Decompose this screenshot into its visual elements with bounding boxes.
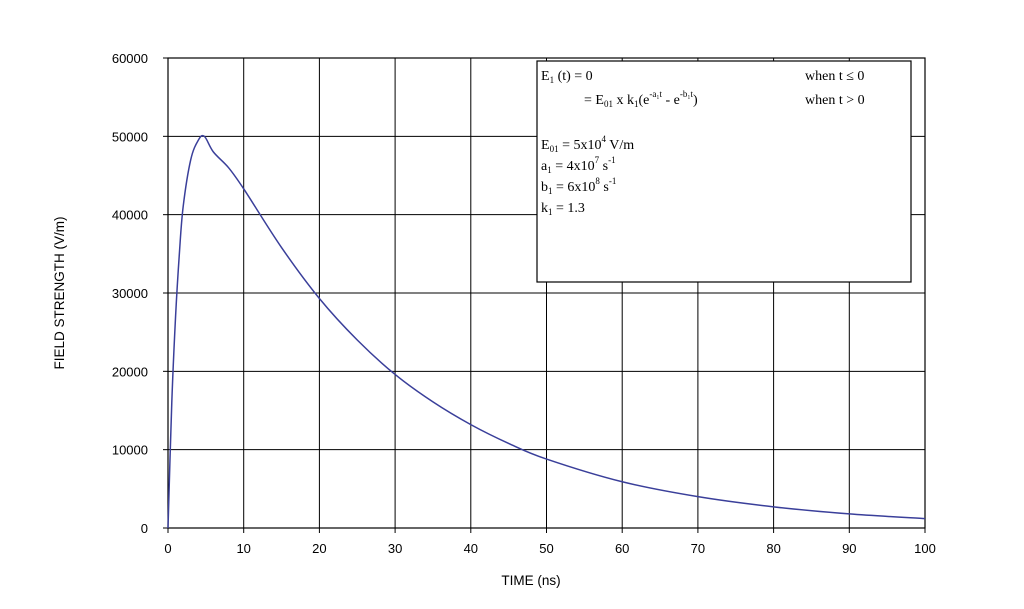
y-tick-label: 20000	[112, 364, 148, 379]
x-tick-label: 40	[464, 541, 478, 556]
formula-box: E1 (t) = 0 when t ≤ 0 = E01 x k1(e-a₁t -…	[536, 60, 912, 283]
x-tick-label: 0	[164, 541, 171, 556]
param-b1: b1 = 6x108 s-1	[541, 176, 616, 196]
x-tick-label: 70	[691, 541, 705, 556]
y-tick-label: 50000	[112, 129, 148, 144]
series-line	[167, 134, 926, 529]
formula-line-1: E1 (t) = 0	[541, 69, 593, 85]
x-tick-label: 100	[914, 541, 936, 556]
y-tick-label: 10000	[112, 443, 148, 458]
param-e01: E01 = 5x104 V/m	[541, 134, 634, 154]
y-tick-label: 40000	[112, 208, 148, 223]
x-tick-label: 80	[766, 541, 780, 556]
y-axis-title: FIELD STRENGTH (V/m)	[52, 216, 67, 369]
x-tick-label: 10	[236, 541, 250, 556]
x-tick-label: 50	[539, 541, 553, 556]
y-tick-label: 0	[141, 521, 148, 536]
x-axis-title: TIME (ns)	[501, 573, 560, 588]
x-tick-label: 30	[388, 541, 402, 556]
formula-line-2: = E01 x k1(e-a₁t - e-b₁t)	[584, 89, 698, 109]
y-tick-label: 60000	[112, 51, 148, 66]
param-k1: k1 = 1.3	[541, 201, 585, 217]
formula-box-frame	[536, 60, 912, 283]
y-tick-label: 30000	[112, 286, 148, 301]
x-tick-label: 60	[615, 541, 629, 556]
formula-condition-2: when t > 0	[805, 93, 865, 108]
param-a1: a1 = 4x107 s-1	[541, 155, 616, 175]
x-tick-label: 20	[312, 541, 326, 556]
x-tick-label: 90	[842, 541, 856, 556]
formula-condition-1: when t ≤ 0	[805, 69, 864, 84]
tick-labels: 0 10 20 30 40 50 60 70 80 90 100 0 10000 20000 30000 40…	[112, 51, 936, 556]
